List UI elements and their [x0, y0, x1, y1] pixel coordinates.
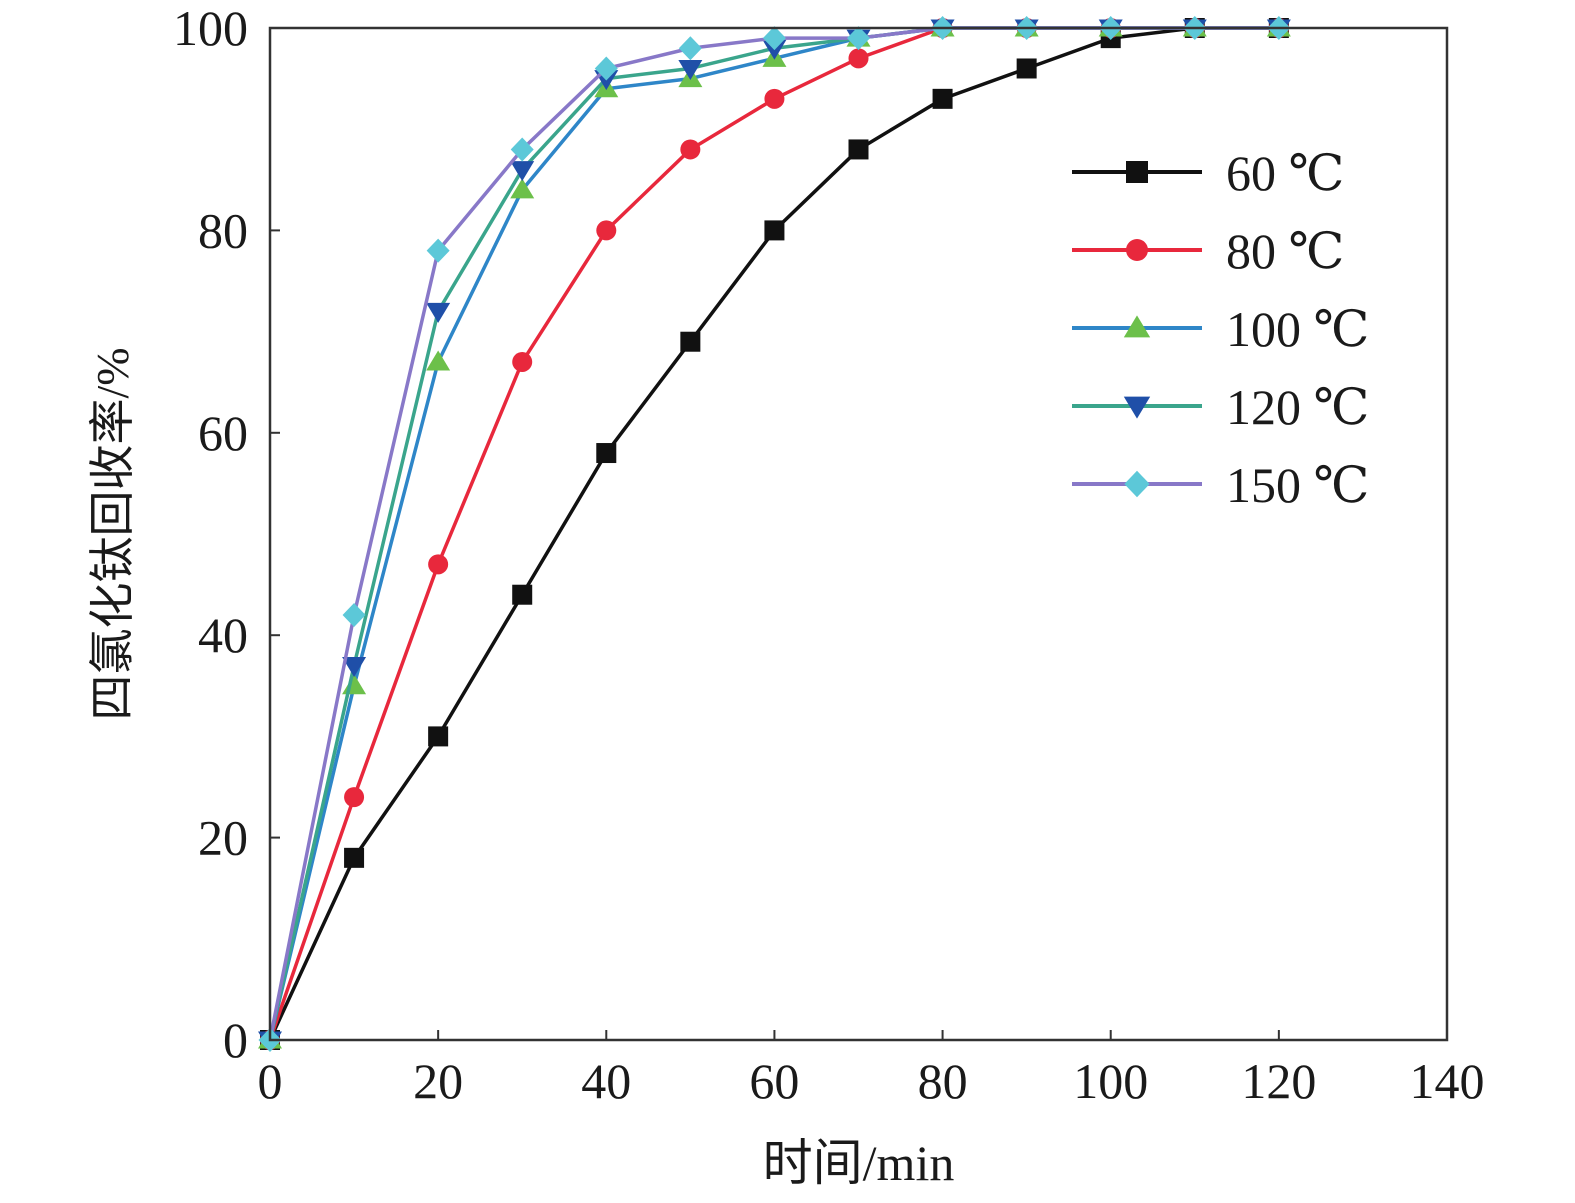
- y-tick-label: 80: [198, 202, 248, 258]
- data-point: [1016, 58, 1037, 79]
- legend-marker: [1126, 161, 1148, 183]
- legend-label: 100 ℃: [1226, 301, 1369, 357]
- axis-ticks: 0 20 40 60 80 100 120 140 0 20 40 60 80 100: [173, 0, 1485, 1109]
- x-tick-label: 140: [1410, 1053, 1485, 1109]
- data-point: [510, 178, 535, 199]
- legend-marker: [1123, 396, 1151, 419]
- data-point: [426, 238, 450, 263]
- x-tick-label: 120: [1241, 1053, 1316, 1109]
- x-tick-label: 100: [1073, 1053, 1148, 1109]
- series-layer: [258, 16, 1291, 1052]
- legend-label: 60 ℃: [1226, 145, 1344, 201]
- data-point: [428, 726, 449, 747]
- plot-area-frame: [268, 26, 1449, 1042]
- data-point: [344, 847, 365, 868]
- series-4: [258, 16, 1291, 1052]
- data-point: [764, 88, 785, 109]
- legend-marker: [1126, 239, 1148, 261]
- data-point: [596, 220, 617, 241]
- legend-item: 150 ℃: [1072, 457, 1369, 513]
- legend-label: 80 ℃: [1226, 223, 1344, 279]
- data-point: [512, 584, 533, 605]
- data-point: [344, 787, 365, 808]
- data-point: [678, 59, 703, 80]
- legend-item: 120 ℃: [1072, 379, 1369, 435]
- y-tick-label: 100: [173, 0, 248, 56]
- legend-marker: [1124, 470, 1150, 498]
- data-point: [848, 48, 869, 69]
- legend-item: 100 ℃: [1072, 301, 1369, 357]
- legend-label: 150 ℃: [1226, 457, 1369, 513]
- data-point: [847, 26, 870, 51]
- data-point: [426, 350, 451, 371]
- data-point: [510, 161, 535, 182]
- x-tick-label: 80: [918, 1053, 968, 1109]
- data-point: [680, 139, 701, 160]
- y-axis-title: 四氯化钛回收率/%: [87, 347, 138, 720]
- data-point: [764, 220, 785, 241]
- data-point: [932, 88, 953, 109]
- legend: 60 ℃ 80 ℃ 100 ℃ 120 ℃ 150 ℃: [1072, 145, 1369, 513]
- legend-item: 80 ℃: [1072, 223, 1344, 279]
- data-point: [762, 26, 786, 51]
- x-tick-label: 20: [413, 1053, 463, 1109]
- y-tick-label: 0: [223, 1012, 248, 1068]
- data-point: [342, 602, 366, 627]
- x-tick-label: 0: [258, 1053, 283, 1109]
- legend-marker: [1123, 315, 1151, 338]
- data-point: [428, 554, 449, 575]
- legend-label: 120 ℃: [1226, 379, 1369, 435]
- data-point: [678, 36, 702, 61]
- data-point: [426, 302, 451, 323]
- x-axis-title: 时间/min: [763, 1135, 955, 1191]
- data-point: [342, 657, 367, 678]
- data-point: [596, 443, 617, 464]
- data-point: [512, 351, 533, 372]
- data-point: [848, 139, 869, 160]
- data-point: [510, 137, 534, 162]
- y-tick-label: 60: [198, 405, 248, 461]
- y-tick-label: 20: [198, 810, 248, 866]
- data-point: [680, 331, 701, 352]
- data-point: [342, 674, 367, 695]
- legend-item: 60 ℃: [1072, 145, 1344, 201]
- x-tick-label: 60: [749, 1053, 799, 1109]
- y-tick-label: 40: [198, 607, 248, 663]
- data-point: [594, 56, 618, 81]
- x-tick-label: 40: [581, 1053, 631, 1109]
